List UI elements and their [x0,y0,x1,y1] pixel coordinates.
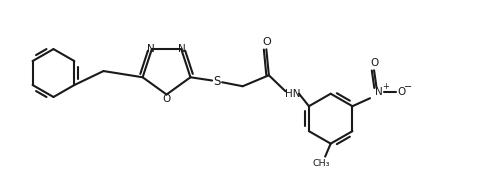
Text: CH₃: CH₃ [313,159,331,168]
Text: N: N [178,44,185,54]
Text: N: N [374,87,383,97]
Text: O: O [162,95,171,104]
Text: O: O [370,58,378,68]
Text: O: O [263,37,271,47]
Text: N: N [147,44,155,54]
Text: +: + [382,82,389,91]
Text: S: S [213,75,220,88]
Text: −: − [404,82,412,92]
Text: O: O [398,87,406,97]
Text: HN: HN [285,89,300,99]
